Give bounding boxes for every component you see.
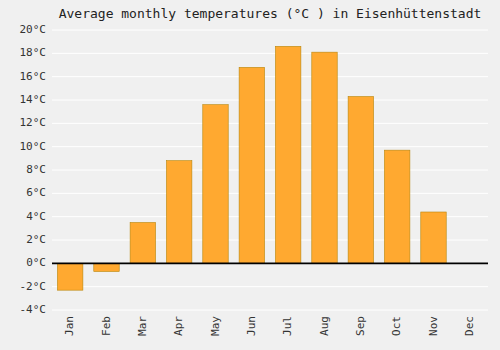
grid-line — [52, 30, 488, 31]
y-tick-label: 8°C — [26, 163, 46, 176]
bar — [239, 67, 264, 263]
bar — [384, 150, 409, 263]
y-tick-label: 6°C — [26, 186, 46, 199]
grid-line — [52, 193, 488, 194]
grid — [52, 30, 488, 310]
y-tick-label: 10°C — [20, 140, 47, 153]
grid-line — [52, 310, 488, 311]
x-tick-label: Feb — [100, 316, 113, 336]
bar — [421, 212, 446, 263]
bar — [166, 161, 191, 264]
x-tick-label: Sep — [354, 316, 367, 336]
grid-line — [52, 53, 488, 54]
x-tick-label: Apr — [172, 316, 185, 336]
title: Average monthly temperatures (°C ) in Ei… — [59, 6, 482, 21]
bar — [275, 46, 300, 263]
y-tick-label: 18°C — [20, 46, 47, 59]
grid-line — [52, 263, 488, 264]
y-tick-label: 20°C — [20, 23, 47, 36]
bar — [312, 52, 337, 263]
y-tick-label: 0°C — [26, 256, 46, 269]
x-tick-label: Jan — [63, 316, 76, 336]
x-tick-label: Aug — [318, 316, 331, 336]
bar — [57, 263, 82, 290]
x-tick-label: Mar — [136, 316, 149, 336]
grid-line — [52, 123, 488, 124]
zero-line — [52, 262, 488, 264]
bar — [203, 105, 228, 264]
y-tick-label: -4°C — [20, 303, 47, 316]
bar — [130, 223, 155, 264]
x-tick-label: Dec — [463, 316, 476, 336]
x-tick-label: May — [209, 316, 222, 336]
y-tick-label: 14°C — [20, 93, 47, 106]
x-tick-label: Oct — [390, 316, 403, 336]
bar — [348, 97, 373, 264]
grid-line — [52, 170, 488, 171]
y-tick-label: -2°C — [20, 280, 47, 293]
grid-line — [52, 76, 488, 77]
x-tick-label: Jun — [245, 316, 258, 336]
y-tick-label: 4°C — [26, 210, 46, 223]
bar — [94, 263, 119, 271]
y-tick-label: 2°C — [26, 233, 46, 246]
x-tick-label: Nov — [427, 316, 440, 336]
y-tick-label: 16°C — [20, 70, 47, 83]
chart: Average monthly temperatures (°C ) in Ei… — [0, 0, 500, 350]
x-tick-label: Jul — [281, 316, 294, 336]
grid-line — [52, 146, 488, 147]
bars — [57, 46, 446, 290]
y-tick-label: 12°C — [20, 116, 47, 129]
grid-line — [52, 286, 488, 287]
grid-line — [52, 100, 488, 101]
